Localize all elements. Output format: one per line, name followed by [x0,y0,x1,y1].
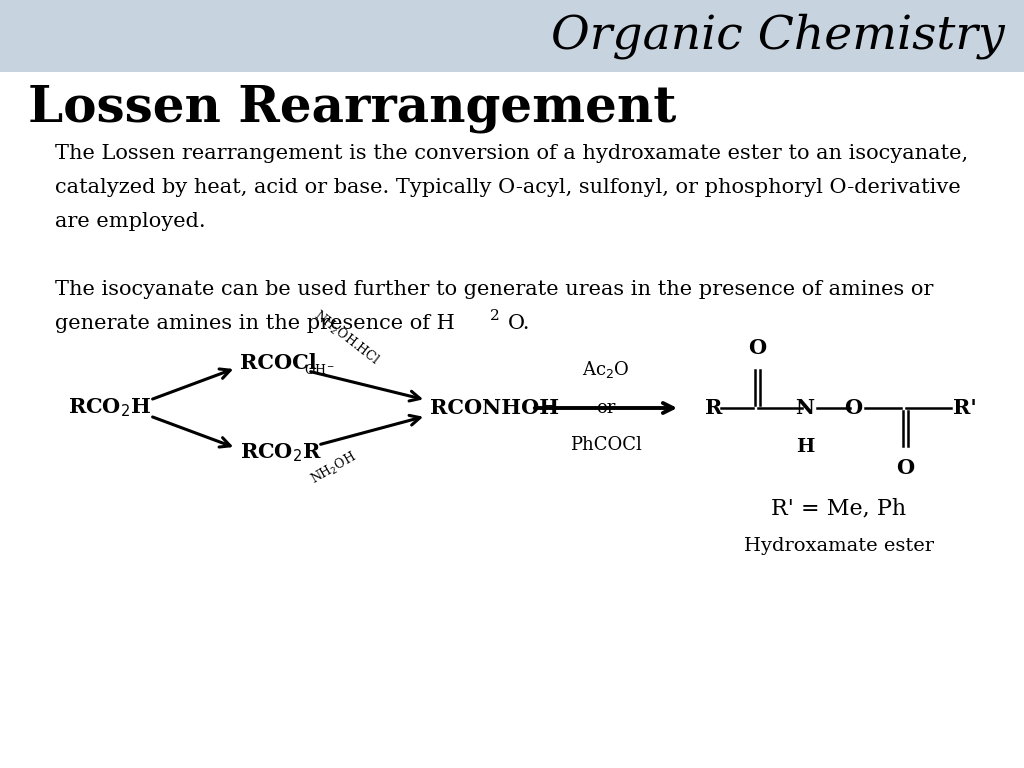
Text: catalyzed by heat, acid or base. Typically O-acyl, sulfonyl, or phosphoryl O-der: catalyzed by heat, acid or base. Typical… [55,178,961,197]
Text: Lossen Rearrangement: Lossen Rearrangement [28,84,677,133]
Text: RCO$_2$R: RCO$_2$R [240,442,322,465]
Text: R: R [705,398,722,418]
Text: RCO$_2$H: RCO$_2$H [68,397,152,419]
Text: or: or [596,399,615,417]
Text: H: H [796,438,814,456]
Text: O.: O. [508,314,530,333]
Text: O: O [748,338,766,358]
Text: O: O [844,398,862,418]
Bar [0,0,1024,72]
Text: R' = Me, Ph: R' = Me, Ph [771,497,906,519]
Text: Ac$_2$O: Ac$_2$O [583,359,630,380]
Text: The isocyanate can be used further to generate ureas in the presence of amines o: The isocyanate can be used further to ge… [55,280,933,299]
Text: OH$^-$: OH$^-$ [304,363,335,377]
Text: RCOCl: RCOCl [240,353,316,373]
Text: 2: 2 [490,309,500,323]
Text: Organic Chemistry: Organic Chemistry [551,13,1005,59]
Text: PhCOCl: PhCOCl [570,436,642,454]
Text: N: N [796,398,814,418]
Text: are employed.: are employed. [55,212,206,231]
Text: The Lossen rearrangement is the conversion of a hydroxamate ester to an isocyana: The Lossen rearrangement is the conversi… [55,144,968,163]
Text: O: O [896,458,914,478]
Text: RCONHOH: RCONHOH [430,398,559,418]
Text: Hydroxamate ester: Hydroxamate ester [744,537,934,555]
Text: generate amines in the presence of H: generate amines in the presence of H [55,314,455,333]
Text: NH$_2$OH: NH$_2$OH [308,449,359,488]
Text: R': R' [953,398,977,418]
Text: NH$_2$OH.HCl: NH$_2$OH.HCl [310,307,382,369]
